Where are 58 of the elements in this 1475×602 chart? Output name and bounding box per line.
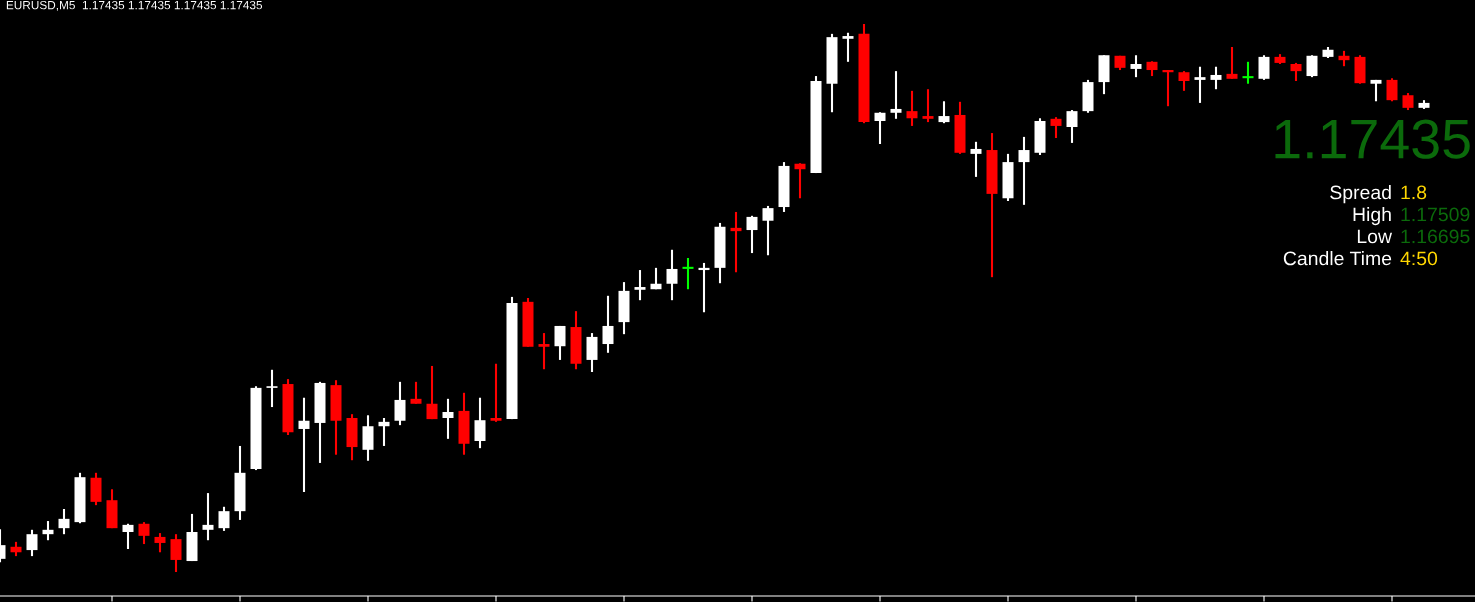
candlestick [554,324,566,361]
candlestick [906,89,918,127]
annotation: 4:50 [1400,251,1438,266]
candlestick [474,396,486,450]
candlestick [1018,135,1030,206]
annotation: 1.17435 [1275,119,1470,159]
candlestick [1178,70,1190,92]
candlestick [58,507,70,536]
candlestick [746,214,758,255]
candlestick [1226,45,1238,80]
candlestick [1306,54,1318,79]
annotation: 1.17509 [1401,207,1470,222]
candlestick [586,332,598,374]
candlestick [26,528,38,558]
candlestick [202,492,214,542]
candlestick [681,256,695,291]
candlestick [490,362,502,423]
candlestick [938,100,950,125]
candlestick [1386,77,1398,103]
candlestick [1050,116,1062,140]
annotation: Low [1357,229,1393,244]
candlestick [922,88,934,124]
candlestick [1241,60,1255,85]
candlestick [1066,109,1078,144]
candlestick [970,140,982,178]
candlestick [1258,54,1270,81]
candlestick [634,269,646,302]
candlestick [122,522,134,551]
candlestick [602,294,614,354]
candlestick [1210,65,1222,91]
candlestick [378,416,390,447]
annotation: High [1353,207,1391,226]
candlestick [1130,54,1142,79]
candlestick [138,521,150,546]
candlestick [842,31,854,63]
candlestick [42,520,54,542]
candlestick [890,70,902,120]
candlestick [266,368,278,409]
candlestick [1290,61,1302,83]
annotation: Spread [1330,185,1391,204]
candlestick [794,162,806,200]
candlestick [394,380,406,427]
candlestick [538,332,550,371]
candlestick [410,380,422,405]
candlestick [762,204,774,257]
candlestick [666,248,678,302]
candlestick [154,532,166,554]
candlestick [218,505,230,532]
annotation: 1.16695 [1401,229,1470,244]
candlestick [1194,65,1206,104]
candlestick [442,397,454,440]
chart-title: EURUSD,M5 1.17435 1.17435 1.17435 1.17435 [6,0,263,11]
candlestick [362,414,374,462]
annotation: 1.8 [1401,185,1427,200]
candlestick [426,364,438,421]
annotation: Candle Time [1283,251,1392,266]
candlestick [730,210,742,274]
candlestick [170,533,182,574]
